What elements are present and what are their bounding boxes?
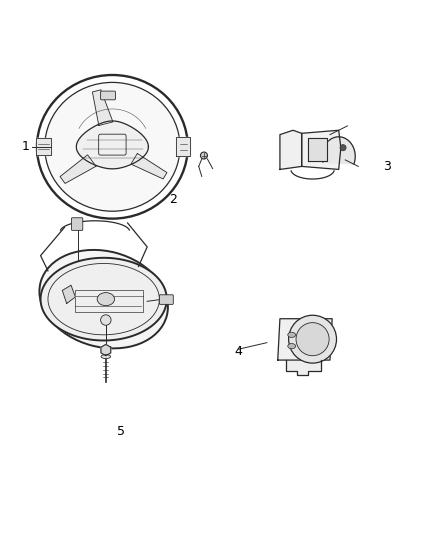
Polygon shape [322, 137, 355, 164]
Circle shape [201, 152, 208, 159]
Text: 1: 1 [21, 140, 29, 154]
Ellipse shape [39, 250, 168, 349]
Polygon shape [76, 121, 148, 169]
Polygon shape [278, 319, 332, 360]
Ellipse shape [288, 332, 296, 337]
FancyBboxPatch shape [101, 91, 116, 100]
Text: 2: 2 [170, 192, 177, 206]
Polygon shape [101, 344, 111, 356]
Text: 3: 3 [383, 160, 391, 173]
Ellipse shape [288, 344, 296, 349]
Polygon shape [62, 285, 75, 303]
Ellipse shape [97, 293, 115, 305]
Polygon shape [92, 90, 113, 125]
Polygon shape [36, 138, 51, 155]
Polygon shape [131, 154, 167, 179]
Polygon shape [308, 138, 327, 161]
Circle shape [289, 315, 336, 363]
Ellipse shape [45, 83, 180, 211]
Ellipse shape [101, 354, 111, 359]
Circle shape [296, 322, 329, 356]
FancyBboxPatch shape [71, 218, 83, 230]
Text: 4: 4 [235, 345, 243, 358]
Text: 5: 5 [117, 425, 125, 438]
Polygon shape [302, 130, 341, 169]
Polygon shape [60, 155, 96, 183]
FancyBboxPatch shape [159, 295, 173, 304]
Polygon shape [41, 258, 167, 341]
Polygon shape [280, 130, 302, 169]
Polygon shape [176, 137, 190, 156]
Polygon shape [286, 360, 321, 375]
Circle shape [101, 315, 111, 325]
Circle shape [340, 144, 346, 151]
